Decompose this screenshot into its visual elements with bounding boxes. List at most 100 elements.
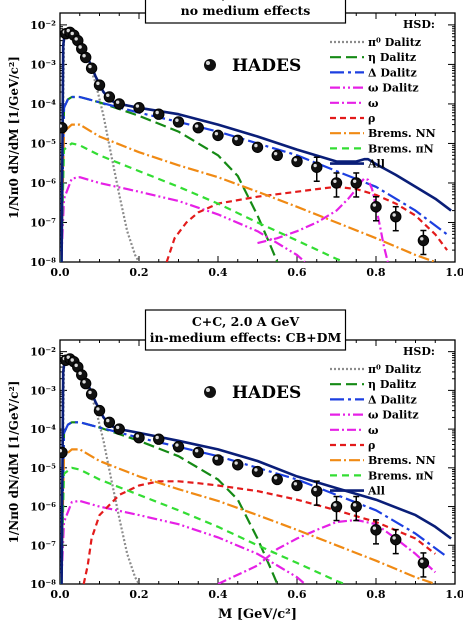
hades-point <box>172 441 185 453</box>
chart-subtitle: no medium effects <box>181 3 311 18</box>
curve-pi0_dalitz <box>60 29 140 262</box>
hades-point <box>60 122 68 134</box>
y-tick-label: 10⁻⁵ <box>30 462 56 475</box>
hades-point-highlight <box>115 100 120 104</box>
y-tick-label: 10⁻⁷ <box>30 216 56 229</box>
hades-point <box>113 98 125 110</box>
hades-point-highlight <box>194 449 199 453</box>
y-tick-label: 10⁻³ <box>30 58 56 71</box>
hades-point-highlight <box>420 237 424 241</box>
hades-point-highlight <box>175 443 179 447</box>
hades-point <box>390 211 402 223</box>
hades-point <box>79 377 92 390</box>
hades-point-highlight <box>273 476 278 480</box>
hades-legend-highlight <box>206 61 210 65</box>
curve-brems_pin <box>60 142 345 262</box>
hades-point <box>85 62 98 74</box>
hades-point-highlight <box>78 371 82 375</box>
chart-panel-2: 0.0 0.2 0.4 0.6 0.8 1.0 10⁻⁸ 10⁻⁷ 10⁻⁶ 10⁻⁵ 10⁻⁴ 10… <box>7 309 463 601</box>
hades-point-highlight <box>70 31 74 36</box>
hades-point <box>172 116 185 128</box>
legend-label-all: All <box>367 485 385 498</box>
curve-delta_dalitz <box>60 421 448 584</box>
x-axis-label: M [GeV/c²] <box>218 607 297 622</box>
y-tick-label: 10⁻⁴ <box>30 98 56 111</box>
hades-point-highlight <box>392 213 396 217</box>
hades-point-highlight <box>234 461 238 465</box>
hades-point-highlight <box>313 163 317 168</box>
hades-point-highlight <box>273 151 278 156</box>
hades-point-highlight <box>88 64 92 69</box>
legend-label-omega: ω <box>368 97 379 110</box>
hades-point-highlight <box>214 456 219 460</box>
hades-point <box>271 149 283 162</box>
hades-point <box>60 446 68 459</box>
x-tick-label: 0.8 <box>366 266 385 279</box>
hades-point <box>192 122 204 134</box>
hades-point-highlight <box>135 104 140 108</box>
y-tick-label: 10⁻³ <box>30 384 56 397</box>
curve-brems_nn <box>60 123 436 262</box>
legend-label-all: All <box>367 158 385 171</box>
hades-point <box>212 454 224 466</box>
hades-legend-marker <box>204 386 216 398</box>
legend-label-eta_dalitz: η Dalitz <box>368 51 416 64</box>
curve-omega_dalitz <box>60 499 306 584</box>
chart-title: C+C, 2.0 A GeV <box>192 0 300 2</box>
hades-point <box>212 129 224 142</box>
hades-point-highlight <box>194 124 199 128</box>
hades-point-highlight <box>96 407 100 411</box>
hades-label: HADES <box>232 383 301 403</box>
curve-eta_dalitz <box>60 421 279 584</box>
hades-point-highlight <box>60 124 63 128</box>
legend-label-rho: ρ <box>368 112 375 125</box>
curve-eta_dalitz <box>60 95 279 262</box>
hades-point-highlight <box>372 526 377 530</box>
hades-point <box>291 479 303 492</box>
hades-point-highlight <box>66 28 70 33</box>
hades-point <box>103 416 116 428</box>
hades-points <box>60 353 430 578</box>
curve-delta_dalitz <box>60 95 448 262</box>
curve-rho <box>165 185 448 262</box>
legend-label-brems_nn: Brems. NN <box>368 454 436 467</box>
hades-point-highlight <box>60 449 63 453</box>
hades-point-highlight <box>254 468 258 472</box>
x-tick-label: 0.2 <box>129 588 148 601</box>
hades-point <box>232 459 244 471</box>
curve-brems_nn <box>60 448 436 584</box>
hades-point <box>79 51 92 64</box>
hades-point-highlight <box>78 45 82 49</box>
legend-label-brems_pin: Brems. πN <box>368 142 434 155</box>
hades-point <box>311 161 323 173</box>
hades-point-highlight <box>155 110 159 115</box>
legend-label-rho: ρ <box>368 439 375 452</box>
hades-point-highlight <box>96 81 100 86</box>
hades-point-highlight <box>135 434 140 438</box>
hades-point <box>113 423 125 435</box>
title-box <box>144 0 347 24</box>
hades-point-highlight <box>66 355 70 359</box>
y-tick-label: 10⁻⁸ <box>30 256 56 269</box>
hades-point-highlight <box>313 487 317 492</box>
hades-point <box>192 446 204 459</box>
x-tick-label: 0.8 <box>366 588 385 601</box>
y-tick-label: 10⁻⁷ <box>30 539 56 552</box>
curve-omega_dalitz <box>60 176 306 262</box>
y-tick-label: 10⁻⁴ <box>30 423 56 436</box>
x-tick-label: 0.2 <box>129 266 148 279</box>
hades-point <box>350 500 362 513</box>
hades-point-highlight <box>352 179 357 183</box>
hades-point-highlight <box>82 380 86 384</box>
legend-label-delta_dalitz: Δ Dalitz <box>368 393 417 406</box>
hades-points <box>60 26 430 256</box>
hades-point <box>153 108 165 120</box>
hades-point-highlight <box>214 131 219 136</box>
x-tick-label: 0.6 <box>287 266 306 279</box>
hades-point-highlight <box>293 158 298 162</box>
hades-point <box>350 177 362 189</box>
y-axis-label: 1/Nπ0 dN/dM [1/GeV/c²] <box>7 381 21 544</box>
hades-point-highlight <box>115 425 120 430</box>
hades-point-highlight <box>82 54 86 58</box>
hades-point <box>311 485 323 497</box>
